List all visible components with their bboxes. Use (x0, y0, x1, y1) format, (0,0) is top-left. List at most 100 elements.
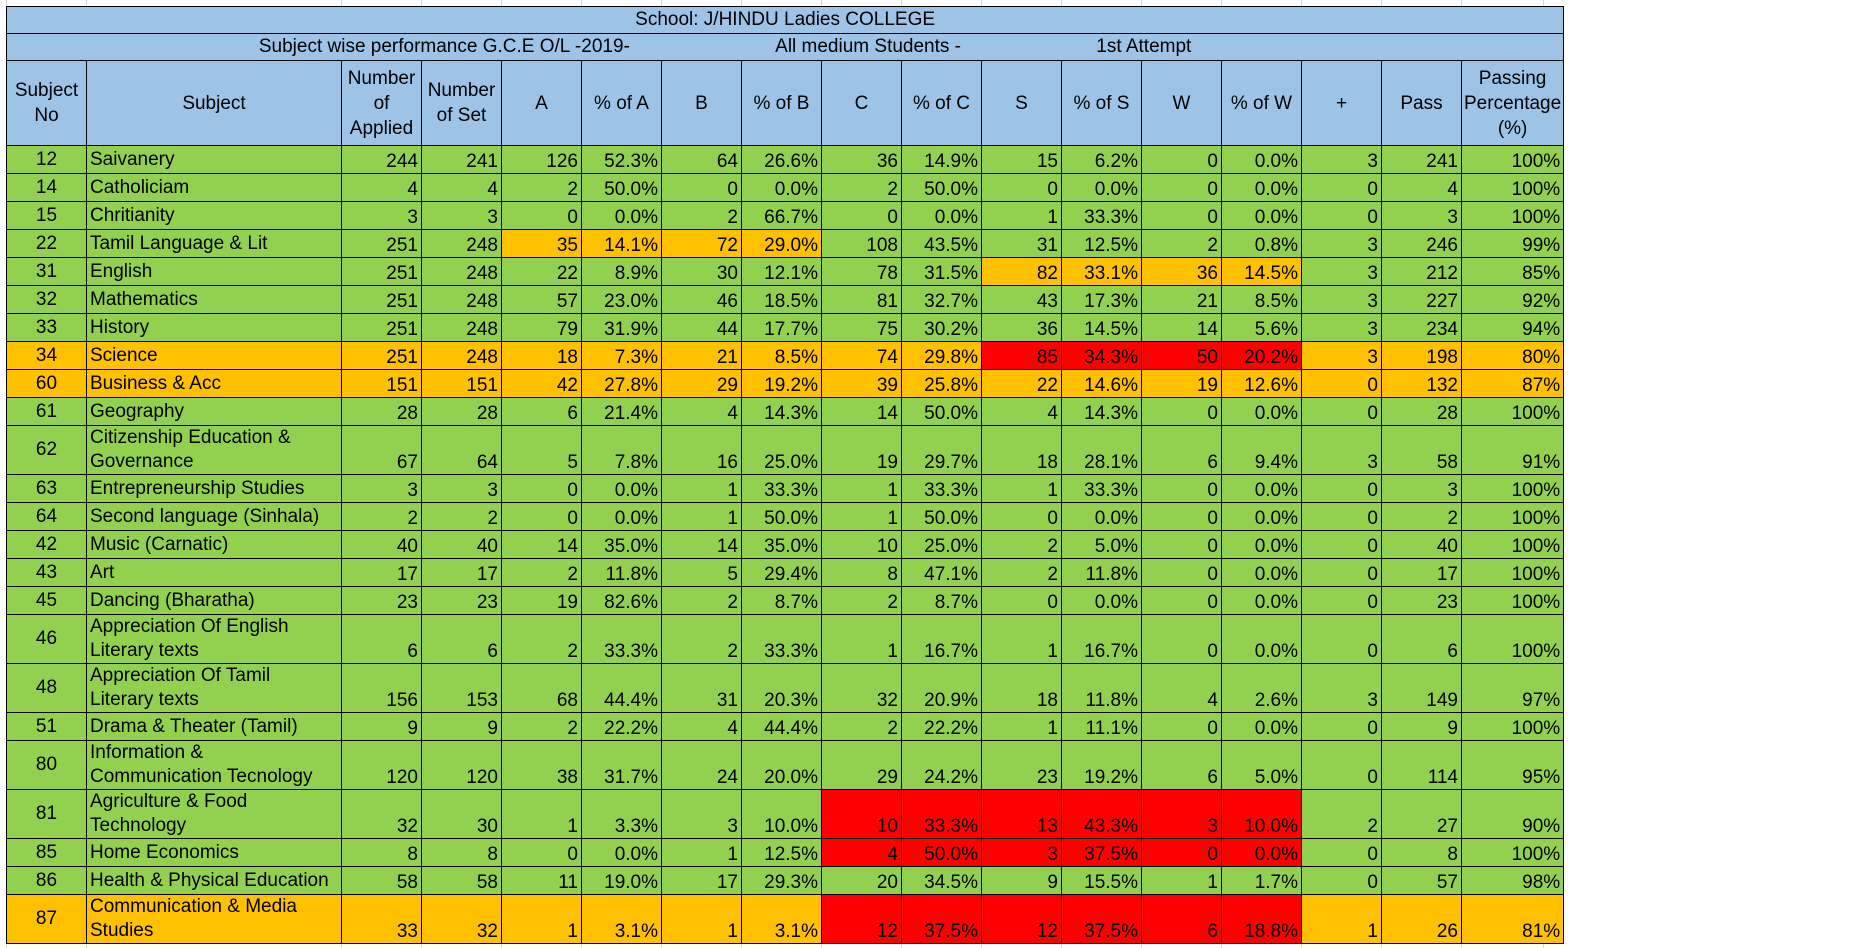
cell-number-applied[interactable]: 156 (341, 663, 422, 713)
cell-passing-percentage[interactable]: 100% (1460, 201, 1565, 230)
cell-grade-w[interactable]: 0 (1141, 558, 1222, 587)
cell-subject-no[interactable]: 42 (6, 530, 87, 559)
cell-grade-c[interactable]: 2 (821, 712, 902, 741)
cell-percent-w[interactable]: 0.0% (1221, 173, 1302, 202)
cell-grade-b[interactable]: 4 (661, 712, 742, 741)
cell-grade-s[interactable]: 3 (981, 838, 1062, 867)
cell-grade-c[interactable]: 36 (821, 145, 902, 174)
cell-plus[interactable]: 0 (1301, 530, 1382, 559)
cell-percent-a[interactable]: 44.4% (581, 663, 662, 713)
cell-grade-a[interactable]: 0 (501, 502, 582, 531)
header-passing-percentage[interactable]: Passing Percentage (%) (1460, 60, 1565, 146)
cell-pass[interactable]: 227 (1381, 285, 1462, 314)
cell-percent-w[interactable]: 0.0% (1221, 474, 1302, 503)
cell-grade-c[interactable]: 75 (821, 313, 902, 342)
cell-percent-c[interactable]: 25.8% (901, 369, 982, 398)
cell-percent-w[interactable]: 5.6% (1221, 313, 1302, 342)
cell-grade-s[interactable]: 0 (981, 502, 1062, 531)
cell-grade-c[interactable]: 29 (821, 740, 902, 790)
cell-grade-b[interactable]: 5 (661, 558, 742, 587)
cell-passing-percentage[interactable]: 100% (1460, 530, 1565, 559)
cell-percent-s[interactable]: 0.0% (1061, 502, 1142, 531)
cell-subject[interactable]: Music (Carnatic) (86, 530, 342, 559)
cell-subject[interactable]: Appreciation Of Tamil Literary texts (86, 663, 342, 713)
cell-grade-w[interactable]: 6 (1141, 894, 1222, 944)
cell-grade-a[interactable]: 42 (501, 369, 582, 398)
cell-number-applied[interactable]: 17 (341, 558, 422, 587)
cell-percent-w[interactable]: 0.0% (1221, 145, 1302, 174)
cell-number-applied[interactable]: 32 (341, 789, 422, 839)
cell-passing-percentage[interactable]: 100% (1460, 502, 1565, 531)
cell-percent-s[interactable]: 14.3% (1061, 397, 1142, 426)
cell-percent-b[interactable]: 12.5% (741, 838, 822, 867)
cell-subject-no[interactable]: 51 (6, 712, 87, 741)
cell-grade-b[interactable]: 1 (661, 894, 742, 944)
cell-number-applied[interactable]: 8 (341, 838, 422, 867)
cell-subject-no[interactable]: 31 (6, 257, 87, 286)
cell-number-applied[interactable]: 3 (341, 201, 422, 230)
cell-percent-w[interactable]: 0.0% (1221, 502, 1302, 531)
cell-grade-c[interactable]: 19 (821, 425, 902, 475)
cell-subject-no[interactable]: 63 (6, 474, 87, 503)
cell-percent-b[interactable]: 29.3% (741, 866, 822, 895)
cell-pass[interactable]: 2 (1381, 502, 1462, 531)
cell-percent-w[interactable]: 0.0% (1221, 397, 1302, 426)
cell-percent-s[interactable]: 0.0% (1061, 173, 1142, 202)
cell-subject[interactable]: History (86, 313, 342, 342)
cell-plus[interactable]: 1 (1301, 894, 1382, 944)
cell-passing-percentage[interactable]: 95% (1460, 740, 1565, 790)
header-percent-b[interactable]: % of B (741, 60, 822, 146)
cell-percent-c[interactable]: 29.7% (901, 425, 982, 475)
cell-grade-s[interactable]: 22 (981, 369, 1062, 398)
cell-subject-no[interactable]: 60 (6, 369, 87, 398)
cell-percent-s[interactable]: 43.3% (1061, 789, 1142, 839)
cell-percent-w[interactable]: 1.7% (1221, 866, 1302, 895)
cell-percent-s[interactable]: 11.8% (1061, 558, 1142, 587)
cell-percent-a[interactable]: 0.0% (581, 502, 662, 531)
cell-number-applied[interactable]: 9 (341, 712, 422, 741)
cell-percent-b[interactable]: 17.7% (741, 313, 822, 342)
cell-number-set[interactable]: 8 (421, 838, 502, 867)
cell-grade-s[interactable]: 31 (981, 229, 1062, 258)
cell-number-set[interactable]: 248 (421, 229, 502, 258)
cell-grade-c[interactable]: 1 (821, 614, 902, 664)
subtitle-cell[interactable]: Subject wise performance G.C.E O/L -2019… (5, 33, 1565, 61)
cell-number-set[interactable]: 23 (421, 586, 502, 615)
cell-grade-a[interactable]: 1 (501, 894, 582, 944)
cell-percent-w[interactable]: 12.6% (1221, 369, 1302, 398)
cell-percent-c[interactable]: 34.5% (901, 866, 982, 895)
cell-grade-w[interactable]: 0 (1141, 712, 1222, 741)
cell-percent-s[interactable]: 33.1% (1061, 257, 1142, 286)
cell-subject[interactable]: Citizenship Education & Governance (86, 425, 342, 475)
header-grade-a[interactable]: A (501, 60, 582, 146)
cell-grade-w[interactable]: 50 (1141, 341, 1222, 370)
cell-subject[interactable]: Agriculture & Food Technology (86, 789, 342, 839)
cell-percent-c[interactable]: 33.3% (901, 474, 982, 503)
cell-grade-s[interactable]: 1 (981, 614, 1062, 664)
cell-grade-w[interactable]: 0 (1141, 474, 1222, 503)
cell-percent-c[interactable]: 37.5% (901, 894, 982, 944)
cell-subject[interactable]: Tamil Language & Lit (86, 229, 342, 258)
cell-grade-a[interactable]: 6 (501, 397, 582, 426)
cell-percent-s[interactable]: 17.3% (1061, 285, 1142, 314)
cell-grade-a[interactable]: 2 (501, 614, 582, 664)
cell-grade-s[interactable]: 2 (981, 530, 1062, 559)
cell-plus[interactable]: 3 (1301, 425, 1382, 475)
cell-grade-c[interactable]: 39 (821, 369, 902, 398)
cell-percent-s[interactable]: 34.3% (1061, 341, 1142, 370)
cell-subject[interactable]: Information & Communication Tecnology (86, 740, 342, 790)
cell-percent-b[interactable]: 29.0% (741, 229, 822, 258)
cell-grade-c[interactable]: 1 (821, 474, 902, 503)
cell-number-applied[interactable]: 251 (341, 229, 422, 258)
cell-percent-a[interactable]: 82.6% (581, 586, 662, 615)
cell-grade-w[interactable]: 19 (1141, 369, 1222, 398)
cell-subject-no[interactable]: 87 (6, 894, 87, 944)
cell-subject[interactable]: Home Economics (86, 838, 342, 867)
cell-grade-w[interactable]: 14 (1141, 313, 1222, 342)
cell-subject-no[interactable]: 81 (6, 789, 87, 839)
cell-percent-b[interactable]: 33.3% (741, 474, 822, 503)
header-grade-w[interactable]: W (1141, 60, 1222, 146)
cell-grade-c[interactable]: 74 (821, 341, 902, 370)
cell-grade-c[interactable]: 10 (821, 789, 902, 839)
cell-grade-b[interactable]: 1 (661, 502, 742, 531)
